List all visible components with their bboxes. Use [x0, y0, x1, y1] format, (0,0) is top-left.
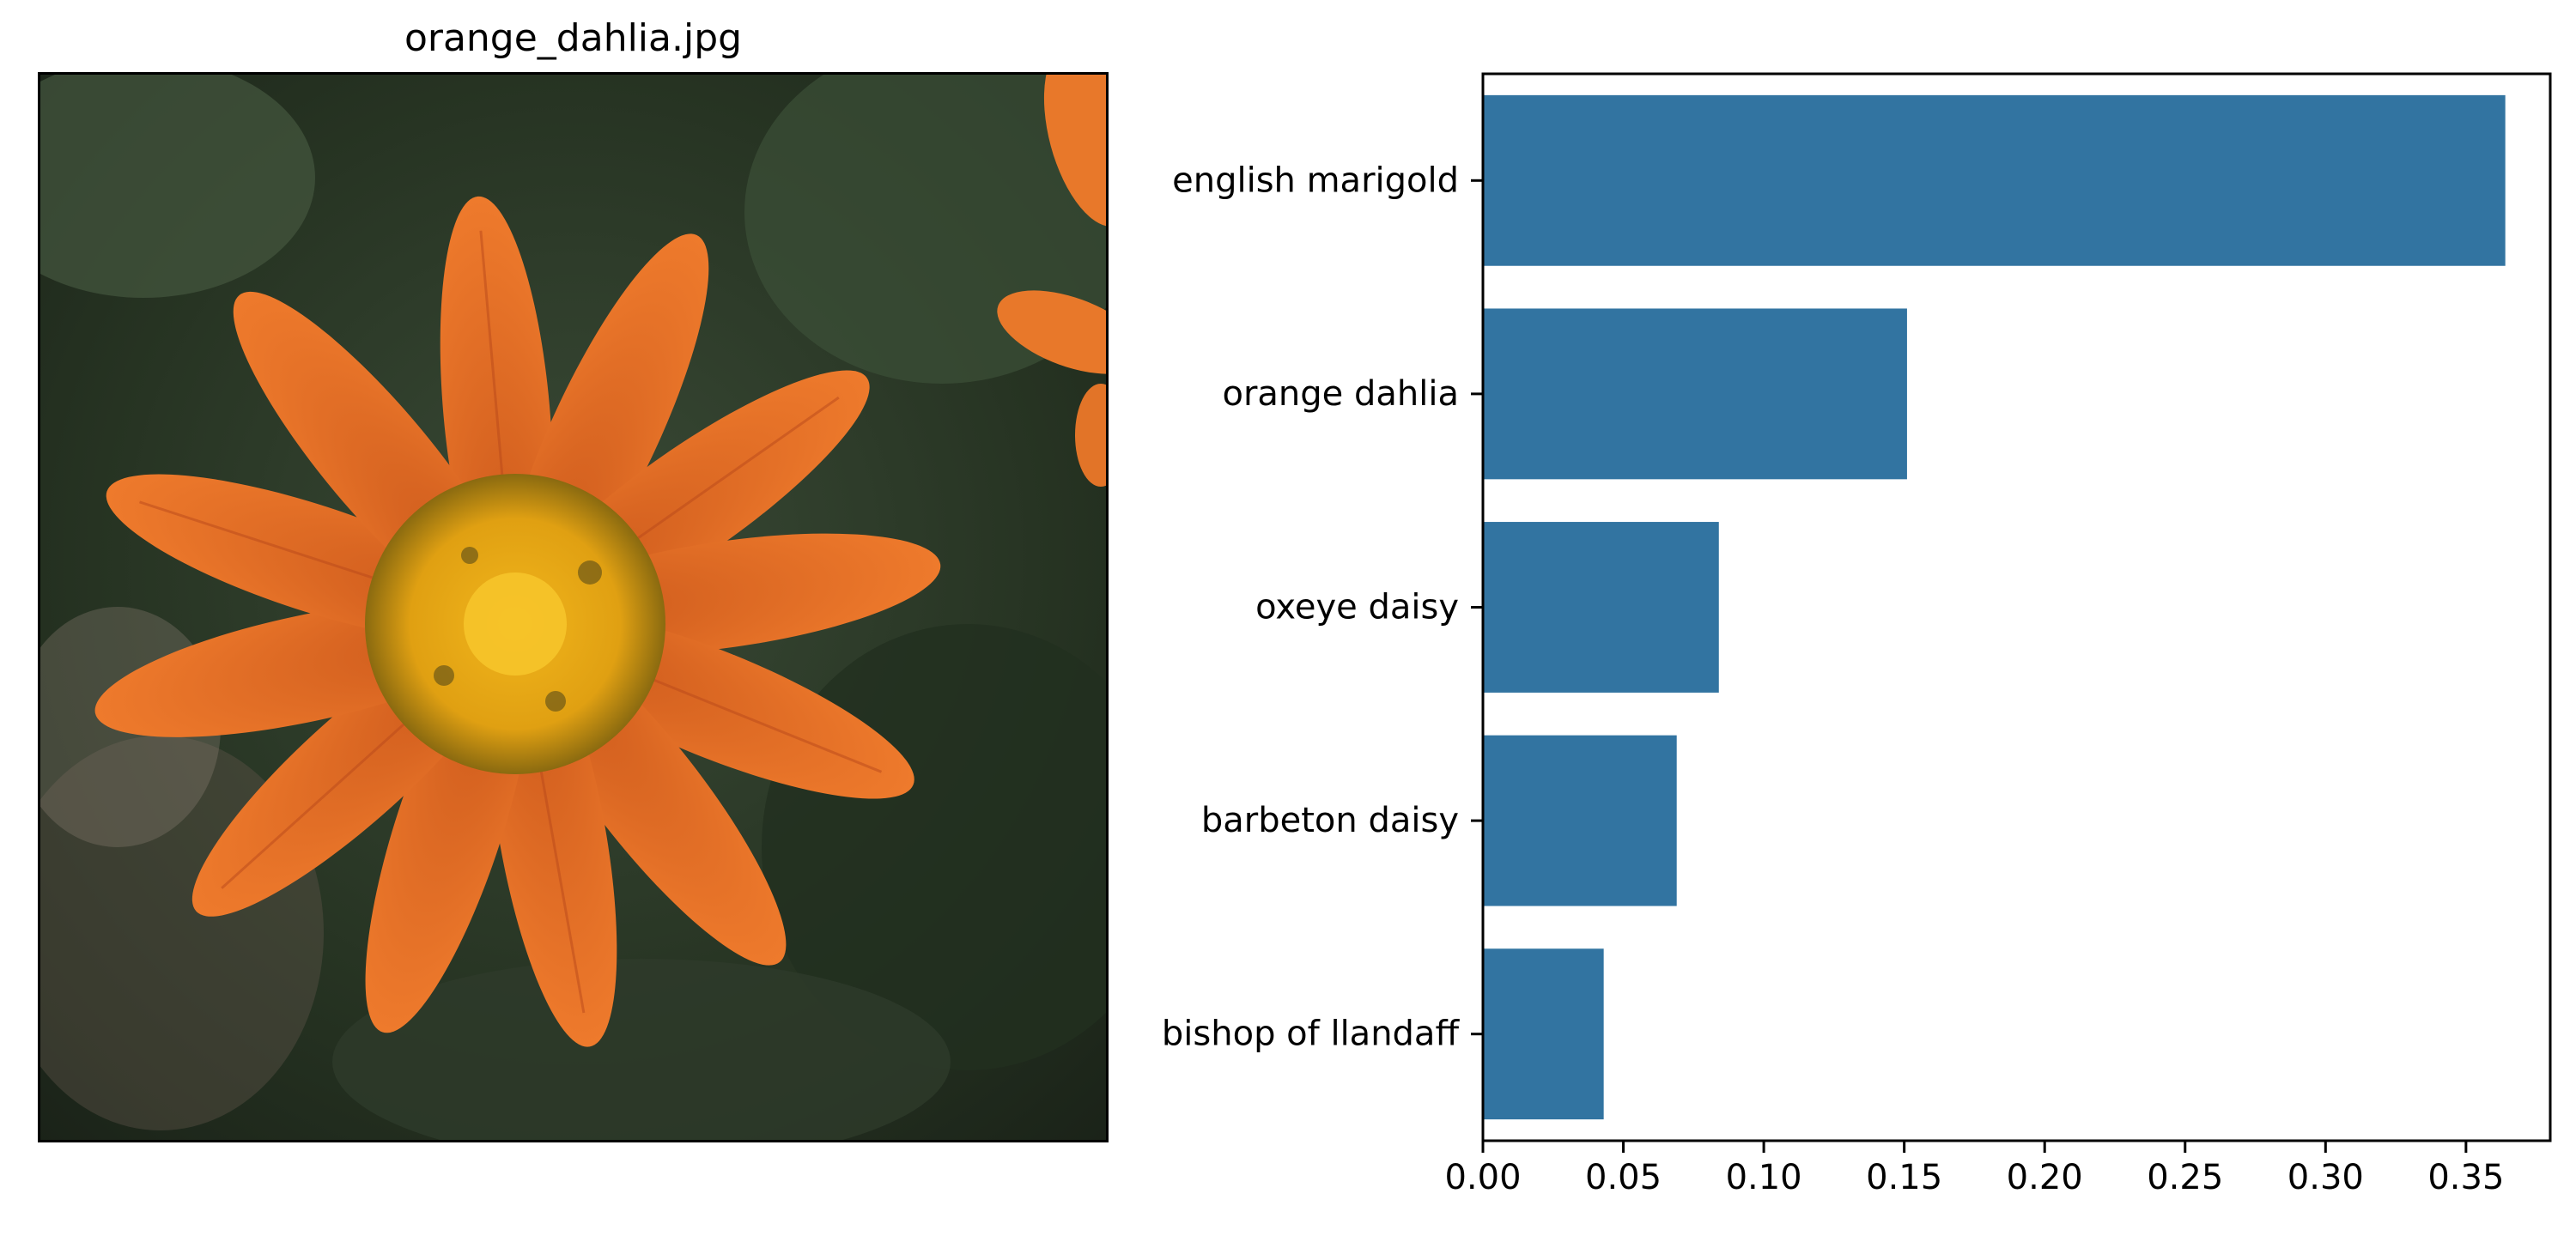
x-tick-label: 0.10: [1726, 1158, 1802, 1197]
bar-oxeye-daisy: [1483, 522, 1719, 693]
bar-barbeton-daisy: [1483, 735, 1677, 906]
bar-orange-dahlia: [1483, 308, 1907, 480]
x-tick-label: 0.30: [2287, 1158, 2364, 1197]
y-tick-label: bishop of llandaff: [1162, 1015, 1461, 1054]
y-tick-label: barbeton daisy: [1201, 801, 1459, 840]
flower-image: [38, 72, 1109, 1142]
y-tick-label: oxeye daisy: [1255, 588, 1459, 627]
bars: [1483, 94, 2506, 1120]
bar-bishop-of-llandaff: [1483, 948, 1604, 1120]
x-tick-label: 0.20: [2007, 1158, 2083, 1197]
axes-frame: [1481, 72, 2552, 1142]
x-tick-label: 0.35: [2427, 1158, 2504, 1197]
x-tick-label: 0.25: [2147, 1158, 2223, 1197]
x-axis-ticks: 0.00 0.05 0.10 0.15 0.20 0.25 0.30 0.35: [1444, 1141, 2504, 1197]
category-ticks: english marigold orange dahlia oxeye daisy…: [1162, 161, 1483, 1054]
x-tick-label: 0.05: [1585, 1158, 1662, 1197]
bar-english-marigold: [1483, 94, 2506, 266]
x-tick-label: 0.15: [1866, 1158, 1942, 1197]
x-tick-label: 0.00: [1444, 1158, 1521, 1197]
y-tick-label: english marigold: [1172, 161, 1459, 200]
image-title: orange_dahlia.jpg: [404, 16, 743, 60]
flower-photo: [40, 75, 1106, 1140]
y-tick-label: orange dahlia: [1223, 374, 1460, 414]
